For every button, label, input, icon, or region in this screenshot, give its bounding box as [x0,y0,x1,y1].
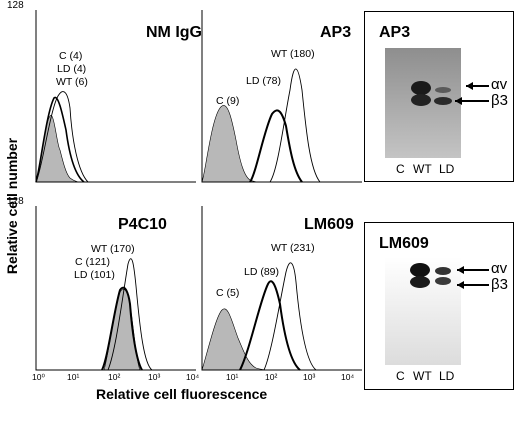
band-wt-b3 [411,94,431,106]
annotation-wt: WT (170) [91,243,135,255]
y-tick-max: 128 [7,0,24,11]
x-axis-label: Relative cell fluorescence [96,386,268,402]
band-wt-b3 [410,276,430,288]
western-blot-lm609: LM609 αv β3 C WT LD [364,222,514,390]
x-tick-label: 10⁴ [186,372,200,382]
annotation-ld: LD (101) [74,269,115,281]
ld-histogram [239,280,301,371]
panel-title-nm-igg: NM IgG [146,24,202,41]
control-histogram [201,308,271,371]
ld-histogram [35,96,85,183]
blot-image [385,257,489,365]
annotation-wt: WT (231) [271,242,315,254]
axes [35,206,196,371]
panel-p4c10-plot [35,206,196,371]
blot-title: LM609 [379,235,429,252]
x-tick-label: 10⁴ [341,372,355,382]
wt-histogram [107,258,153,371]
band-wt-av [410,263,430,277]
annotation-ld: LD (4) [57,63,87,75]
panel-ap3-plot [201,10,362,183]
lane-label-c: C [396,162,405,176]
x-tick-label: 10³ [148,372,161,382]
panel-title-lm609: LM609 [304,216,354,233]
band-label-beta-3: β3 [491,92,508,109]
annotation-ld: LD (89) [244,266,280,278]
lane-label-c: C [396,369,405,383]
panel-nm-igg-plot [35,10,196,183]
lane-label-wt: WT [413,369,432,383]
ld-histogram [249,109,303,183]
axes [35,10,196,183]
band-label-alpha-v: αv [491,260,508,277]
wt-histogram [263,262,317,371]
panel-title-p4c10: P4C10 [118,216,167,233]
annotation-wt: WT (180) [271,48,315,60]
x-tick-label: 10³ [303,372,316,382]
axes [201,10,362,183]
band-wt-av [411,81,431,95]
annotation-wt: WT (6) [56,76,88,88]
blot-image [385,48,489,158]
x-tick-label: 10² [265,372,278,382]
lane-label-ld: LD [439,369,455,383]
x-tick-label: 10¹ [226,372,239,382]
wt-histogram [269,68,321,183]
control-histogram [201,105,261,183]
annotation-c: C (5) [216,287,240,299]
band-label-alpha-v: αv [491,76,508,93]
panel-title-ap3: AP3 [320,24,352,41]
annotation-c: C (9) [216,95,240,107]
band-ld-b3 [435,277,451,285]
x-tick-label: 10¹ [67,372,80,382]
lane-label-ld: LD [439,162,455,176]
panel-lm609-plot [201,206,362,371]
band-label-beta-3: β3 [491,276,508,293]
band-ld-av [435,267,451,275]
blot-title: AP3 [379,24,411,41]
axes [201,206,362,371]
y-tick-max: 128 [7,196,24,207]
annotation-ld: LD (78) [246,75,282,87]
x-tick-label: 10² [108,372,121,382]
ld-histogram [101,286,143,371]
lane-label-wt: WT [413,162,432,176]
annotation-c: C (121) [75,256,111,268]
wt-histogram [35,91,89,183]
annotation-c: C (4) [59,50,83,62]
x-tick-label: 10⁰ [32,372,45,382]
band-ld-b3 [434,97,452,105]
western-blot-ap3: AP3 αv β3 C WT LD [364,11,514,182]
